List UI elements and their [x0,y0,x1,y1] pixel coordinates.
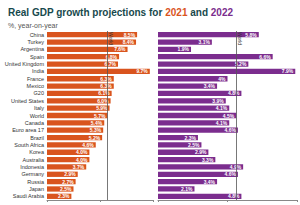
svg-text:7.9%: 7.9% [282,68,294,74]
svg-text:6.3%: 6.3% [100,83,112,89]
svg-text:5.2%: 5.2% [234,61,247,68]
svg-text:India: India [32,68,45,74]
svg-text:2.5%: 2.5% [60,186,72,192]
svg-text:G20: G20 [34,90,44,96]
svg-text:World: World [108,32,114,45]
svg-text:6.1%: 6.1% [98,90,110,96]
svg-text:8.5%: 8.5% [124,32,136,38]
svg-text:2.7%: 2.7% [62,179,74,185]
svg-text:2.9%: 2.9% [64,171,76,177]
svg-text:4.1%: 4.1% [216,105,228,111]
svg-text:France: France [27,76,44,82]
svg-text:4.0%: 4.0% [76,149,88,155]
svg-text:Korea: Korea [29,149,45,155]
svg-text:9.7%: 9.7% [136,68,148,74]
svg-text:Spain: Spain [30,54,44,60]
svg-text:6.0%: 6.0% [97,97,109,104]
svg-text:Canada: Canada [25,120,45,126]
svg-text:4.8%: 4.8% [228,90,240,96]
svg-text:4.6%: 4.6% [225,127,237,133]
svg-text:Brazil: Brazil [30,135,44,141]
svg-text:3.7%: 3.7% [73,164,85,170]
svg-text:2.9%: 2.9% [195,149,207,155]
svg-text:Italy: Italy [34,105,44,111]
svg-text:1.9%: 1.9% [178,46,190,52]
svg-text:7.6%: 7.6% [114,46,126,52]
svg-text:3.4%: 3.4% [204,179,216,185]
svg-text:2021: 2021 [165,7,188,18]
svg-text:Euro area 17: Euro area 17 [12,127,44,133]
svg-text:5.7%: 5.7% [94,113,106,119]
svg-text:5.2%: 5.2% [89,135,101,141]
svg-text:4.9%: 4.9% [230,164,242,170]
svg-text:2.3%: 2.3% [58,193,70,199]
svg-text:Saudi Arabia: Saudi Arabia [13,193,45,199]
svg-text:Japan: Japan [29,186,44,192]
svg-text:5.4%: 5.4% [91,120,103,126]
svg-text:8.4%: 8.4% [123,39,135,45]
svg-text:6.6%: 6.6% [259,54,271,60]
svg-text:and: and [187,7,210,18]
svg-text:Indonesia: Indonesia [20,164,45,170]
svg-text:2022: 2022 [211,7,234,18]
svg-text:Argentina: Argentina [20,46,44,52]
svg-text:United Kingdom: United Kingdom [5,61,45,67]
svg-text:6.3%: 6.3% [100,76,112,82]
svg-text:6.7%: 6.7% [105,61,117,67]
svg-text:5.9%: 5.9% [96,105,108,111]
svg-text:5.3%: 5.3% [90,127,102,133]
svg-text:South Africa: South Africa [14,142,45,148]
svg-text:3.4%: 3.4% [204,83,216,89]
svg-text:China: China [30,32,45,38]
svg-text:3.9%: 3.9% [212,98,224,104]
svg-text:6.8%: 6.8% [105,53,118,60]
svg-text:3.3%: 3.3% [202,157,214,163]
svg-text:Real GDP growth projections fo: Real GDP growth projections for [8,7,165,18]
svg-text:5.8%: 5.8% [245,32,257,38]
svg-text:2.5%: 2.5% [188,142,200,148]
svg-text:4.5%: 4.5% [223,113,235,119]
svg-text:3.1%: 3.1% [198,39,210,45]
svg-text:2.3%: 2.3% [185,135,197,141]
svg-text:Turkey: Turkey [27,39,44,45]
svg-text:World: World [30,113,44,119]
svg-text:4.0%: 4.0% [76,157,88,163]
svg-text:4%: 4% [218,76,226,82]
svg-text:Russia: Russia [27,179,45,185]
svg-text:4.1%: 4.1% [216,120,228,126]
svg-text:4.6%: 4.6% [82,142,94,148]
svg-text:Australia: Australia [23,157,45,163]
svg-text:United States: United States [11,98,44,104]
svg-text:4.6%: 4.6% [225,171,237,177]
svg-text:Germany: Germany [21,171,44,177]
svg-text:Mexico: Mexico [27,83,44,89]
svg-text:World: World [237,32,243,45]
svg-text:%, year-on-year: %, year-on-year [8,22,58,30]
svg-text:4.8%: 4.8% [228,193,240,199]
svg-text:2.1%: 2.1% [181,186,193,192]
